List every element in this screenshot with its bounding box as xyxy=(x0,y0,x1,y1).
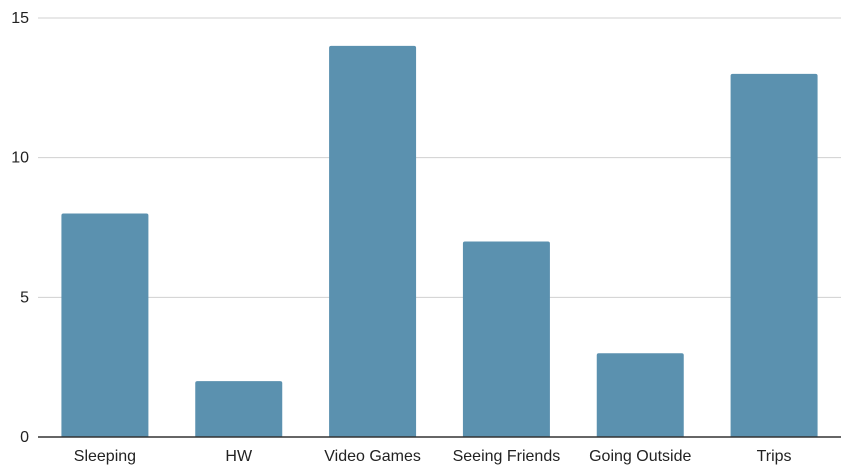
y-tick-labels: 0 5 10 15 xyxy=(11,10,29,446)
bar-2 xyxy=(329,45,417,437)
bars xyxy=(61,45,818,437)
bar-3 xyxy=(462,241,550,437)
x-tick-label: Video Games xyxy=(324,448,421,465)
bar-1 xyxy=(195,381,283,437)
x-tick-label: Going Outside xyxy=(589,448,691,465)
x-tick-label: Trips xyxy=(757,448,792,465)
y-tick-label: 0 xyxy=(20,429,29,446)
x-tick-labels: Sleeping HW Video Games Seeing Friends Going… xyxy=(74,448,792,465)
bar-5 xyxy=(730,73,818,437)
x-tick-label: Seeing Friends xyxy=(453,448,561,465)
y-tick-label: 5 xyxy=(20,289,29,306)
y-tick-label: 15 xyxy=(11,10,29,27)
x-tick-label: HW xyxy=(225,448,253,465)
x-tick-label: Sleeping xyxy=(74,448,136,465)
bar-4 xyxy=(596,353,684,437)
bar-0 xyxy=(61,213,149,437)
gridlines xyxy=(38,17,841,298)
y-tick-label: 10 xyxy=(11,150,29,167)
